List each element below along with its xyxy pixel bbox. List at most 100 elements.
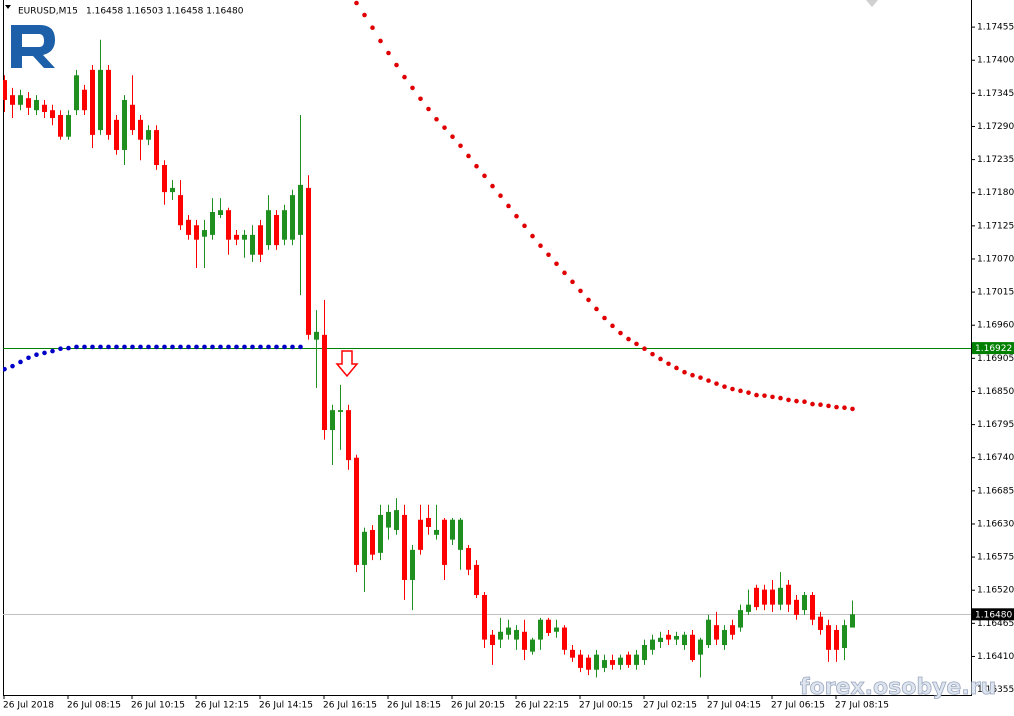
candle-body — [10, 95, 15, 105]
x-tick-label: 26 Jul 10:15 — [131, 701, 185, 711]
candle-body — [162, 165, 167, 193]
candle-body — [338, 410, 343, 412]
candle-body — [426, 517, 431, 527]
indicator-dot — [626, 336, 631, 342]
candle-body — [154, 130, 159, 166]
y-tick-label: 1.17455 — [977, 23, 1014, 33]
candle-body — [834, 629, 839, 650]
y-tick-label: 1.17180 — [977, 188, 1014, 198]
indicator-dot — [618, 330, 623, 336]
indicator-dot — [434, 116, 439, 122]
candle-body — [618, 657, 623, 665]
candle-body — [850, 614, 855, 628]
candle-body — [474, 564, 479, 596]
candle-body — [738, 610, 743, 628]
indicator-dot — [474, 163, 479, 169]
indicator-dot — [210, 344, 215, 350]
x-tick-label: 26 Jul 14:15 — [259, 701, 313, 711]
indicator-dot — [354, 0, 359, 6]
indicator-dot — [674, 365, 679, 371]
candle-body — [330, 410, 335, 431]
candle-body — [258, 225, 263, 255]
candle-body — [138, 119, 143, 140]
indicator-dot — [170, 344, 175, 350]
candle-body — [714, 625, 719, 640]
indicator-dot — [114, 344, 119, 350]
x-tick-label: 27 Jul 08:15 — [835, 701, 889, 711]
y-tick-label: 1.17345 — [977, 89, 1014, 99]
candle-body — [18, 95, 23, 105]
indicator-dot — [762, 393, 767, 398]
indicator-dot — [522, 223, 527, 229]
indicator-dot — [546, 252, 551, 258]
indicator-dot — [586, 297, 591, 303]
candle-body — [298, 184, 303, 235]
candle-body — [802, 595, 807, 611]
candle-body — [306, 187, 311, 335]
candle-body — [282, 210, 287, 240]
candle-body — [770, 589, 775, 605]
indicator-dot — [706, 378, 711, 383]
candle-body — [642, 645, 647, 661]
indicator-dot — [258, 344, 263, 350]
indicator-dot — [666, 361, 671, 367]
candle-body — [706, 619, 711, 646]
indicator-dot — [642, 346, 647, 352]
x-tick-label: 27 Jul 06:15 — [771, 701, 825, 711]
indicator-dot — [490, 183, 495, 189]
candle-body — [354, 457, 359, 565]
indicator-dot — [610, 323, 615, 329]
candle-body — [514, 629, 519, 640]
candle-body — [466, 548, 471, 570]
indicator-dot — [426, 106, 431, 112]
indicator-dot — [178, 344, 183, 350]
candle-body — [186, 219, 191, 235]
indicator-dot — [458, 143, 463, 149]
candle-body — [90, 69, 95, 135]
indicator-dot — [450, 134, 455, 140]
candle-body — [786, 584, 791, 605]
y-tick-label: 1.16355 — [977, 685, 1014, 695]
indicator-dot — [138, 344, 143, 350]
indicator-dot — [386, 50, 391, 56]
candle-body — [274, 215, 279, 246]
quote-label: 1.16458 1.16503 1.16458 1.16480 — [86, 7, 244, 17]
candle-body — [3, 80, 7, 100]
candle-body — [530, 639, 535, 652]
indicator-dot — [18, 359, 23, 365]
indicator-dot — [234, 344, 239, 350]
indicator-dot — [714, 381, 719, 386]
level-label: 1.16922 — [975, 344, 1012, 354]
candle-body — [106, 69, 111, 135]
indicator-dot — [442, 125, 447, 130]
candle-body — [650, 639, 655, 650]
indicator-dot — [826, 403, 831, 409]
indicator-dot — [218, 344, 223, 350]
x-tick-label: 26 Jul 22:15 — [515, 701, 569, 711]
candle-body — [210, 211, 215, 235]
candle-body — [34, 99, 39, 111]
candle-body — [346, 410, 351, 461]
candle-body — [730, 625, 735, 635]
candle-body — [58, 115, 63, 137]
candle-body — [586, 657, 591, 670]
indicator-dot — [754, 392, 759, 398]
indicator-dot — [202, 344, 207, 350]
menu-triangle — [5, 5, 11, 9]
candle-body — [842, 625, 847, 649]
candle-body — [370, 529, 375, 555]
indicator-dot — [282, 344, 287, 350]
indicator-dot — [130, 344, 135, 350]
candle-body — [666, 634, 671, 640]
indicator-dot — [690, 372, 695, 378]
y-tick-label: 1.17125 — [977, 221, 1014, 231]
candle-body — [490, 634, 495, 646]
indicator-dot — [634, 341, 639, 347]
indicator-dot — [186, 344, 191, 350]
y-tick-label: 1.16960 — [977, 321, 1014, 331]
x-tick-label: 27 Jul 04:15 — [707, 701, 761, 711]
indicator-dot — [378, 38, 383, 44]
watermark: forex.osobye.ru — [800, 675, 996, 700]
indicator-dot — [402, 74, 407, 80]
